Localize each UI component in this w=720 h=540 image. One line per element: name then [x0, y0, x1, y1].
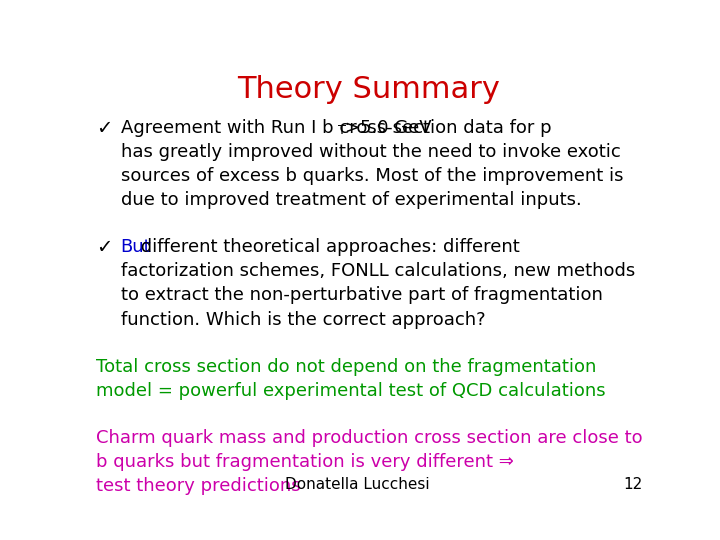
Text: ✓: ✓ — [96, 238, 112, 257]
Text: has greatly improved without the need to invoke exotic: has greatly improved without the need to… — [121, 143, 621, 161]
Text: sources of excess b quarks. Most of the improvement is: sources of excess b quarks. Most of the … — [121, 167, 624, 185]
Text: Donatella Lucchesi: Donatella Lucchesi — [285, 477, 430, 492]
Text: ✓: ✓ — [96, 119, 112, 138]
Text: >5.0 GeV: >5.0 GeV — [345, 119, 432, 137]
Text: test theory predictions: test theory predictions — [96, 477, 300, 495]
Text: Charm quark mass and production cross section are close to: Charm quark mass and production cross se… — [96, 429, 642, 447]
Text: Total cross section do not depend on the fragmentation: Total cross section do not depend on the… — [96, 357, 596, 375]
Text: T: T — [338, 124, 346, 137]
Text: factorization schemes, FONLL calculations, new methods: factorization schemes, FONLL calculation… — [121, 262, 635, 280]
Text: different theoretical approaches: different: different theoretical approaches: differ… — [135, 238, 519, 256]
Text: model = powerful experimental test of QCD calculations: model = powerful experimental test of QC… — [96, 382, 606, 400]
Text: b quarks but fragmentation is very different ⇒: b quarks but fragmentation is very diffe… — [96, 453, 513, 471]
Text: function. Which is the correct approach?: function. Which is the correct approach? — [121, 310, 485, 328]
Text: to extract the non-perturbative part of fragmentation: to extract the non-perturbative part of … — [121, 286, 603, 305]
Text: due to improved treatment of experimental inputs.: due to improved treatment of experimenta… — [121, 191, 582, 209]
Text: Agreement with Run I b cross-section data for p: Agreement with Run I b cross-section dat… — [121, 119, 552, 137]
Text: 12: 12 — [624, 477, 642, 492]
Text: But: But — [121, 238, 151, 256]
Text: Theory Summary: Theory Summary — [238, 75, 500, 104]
